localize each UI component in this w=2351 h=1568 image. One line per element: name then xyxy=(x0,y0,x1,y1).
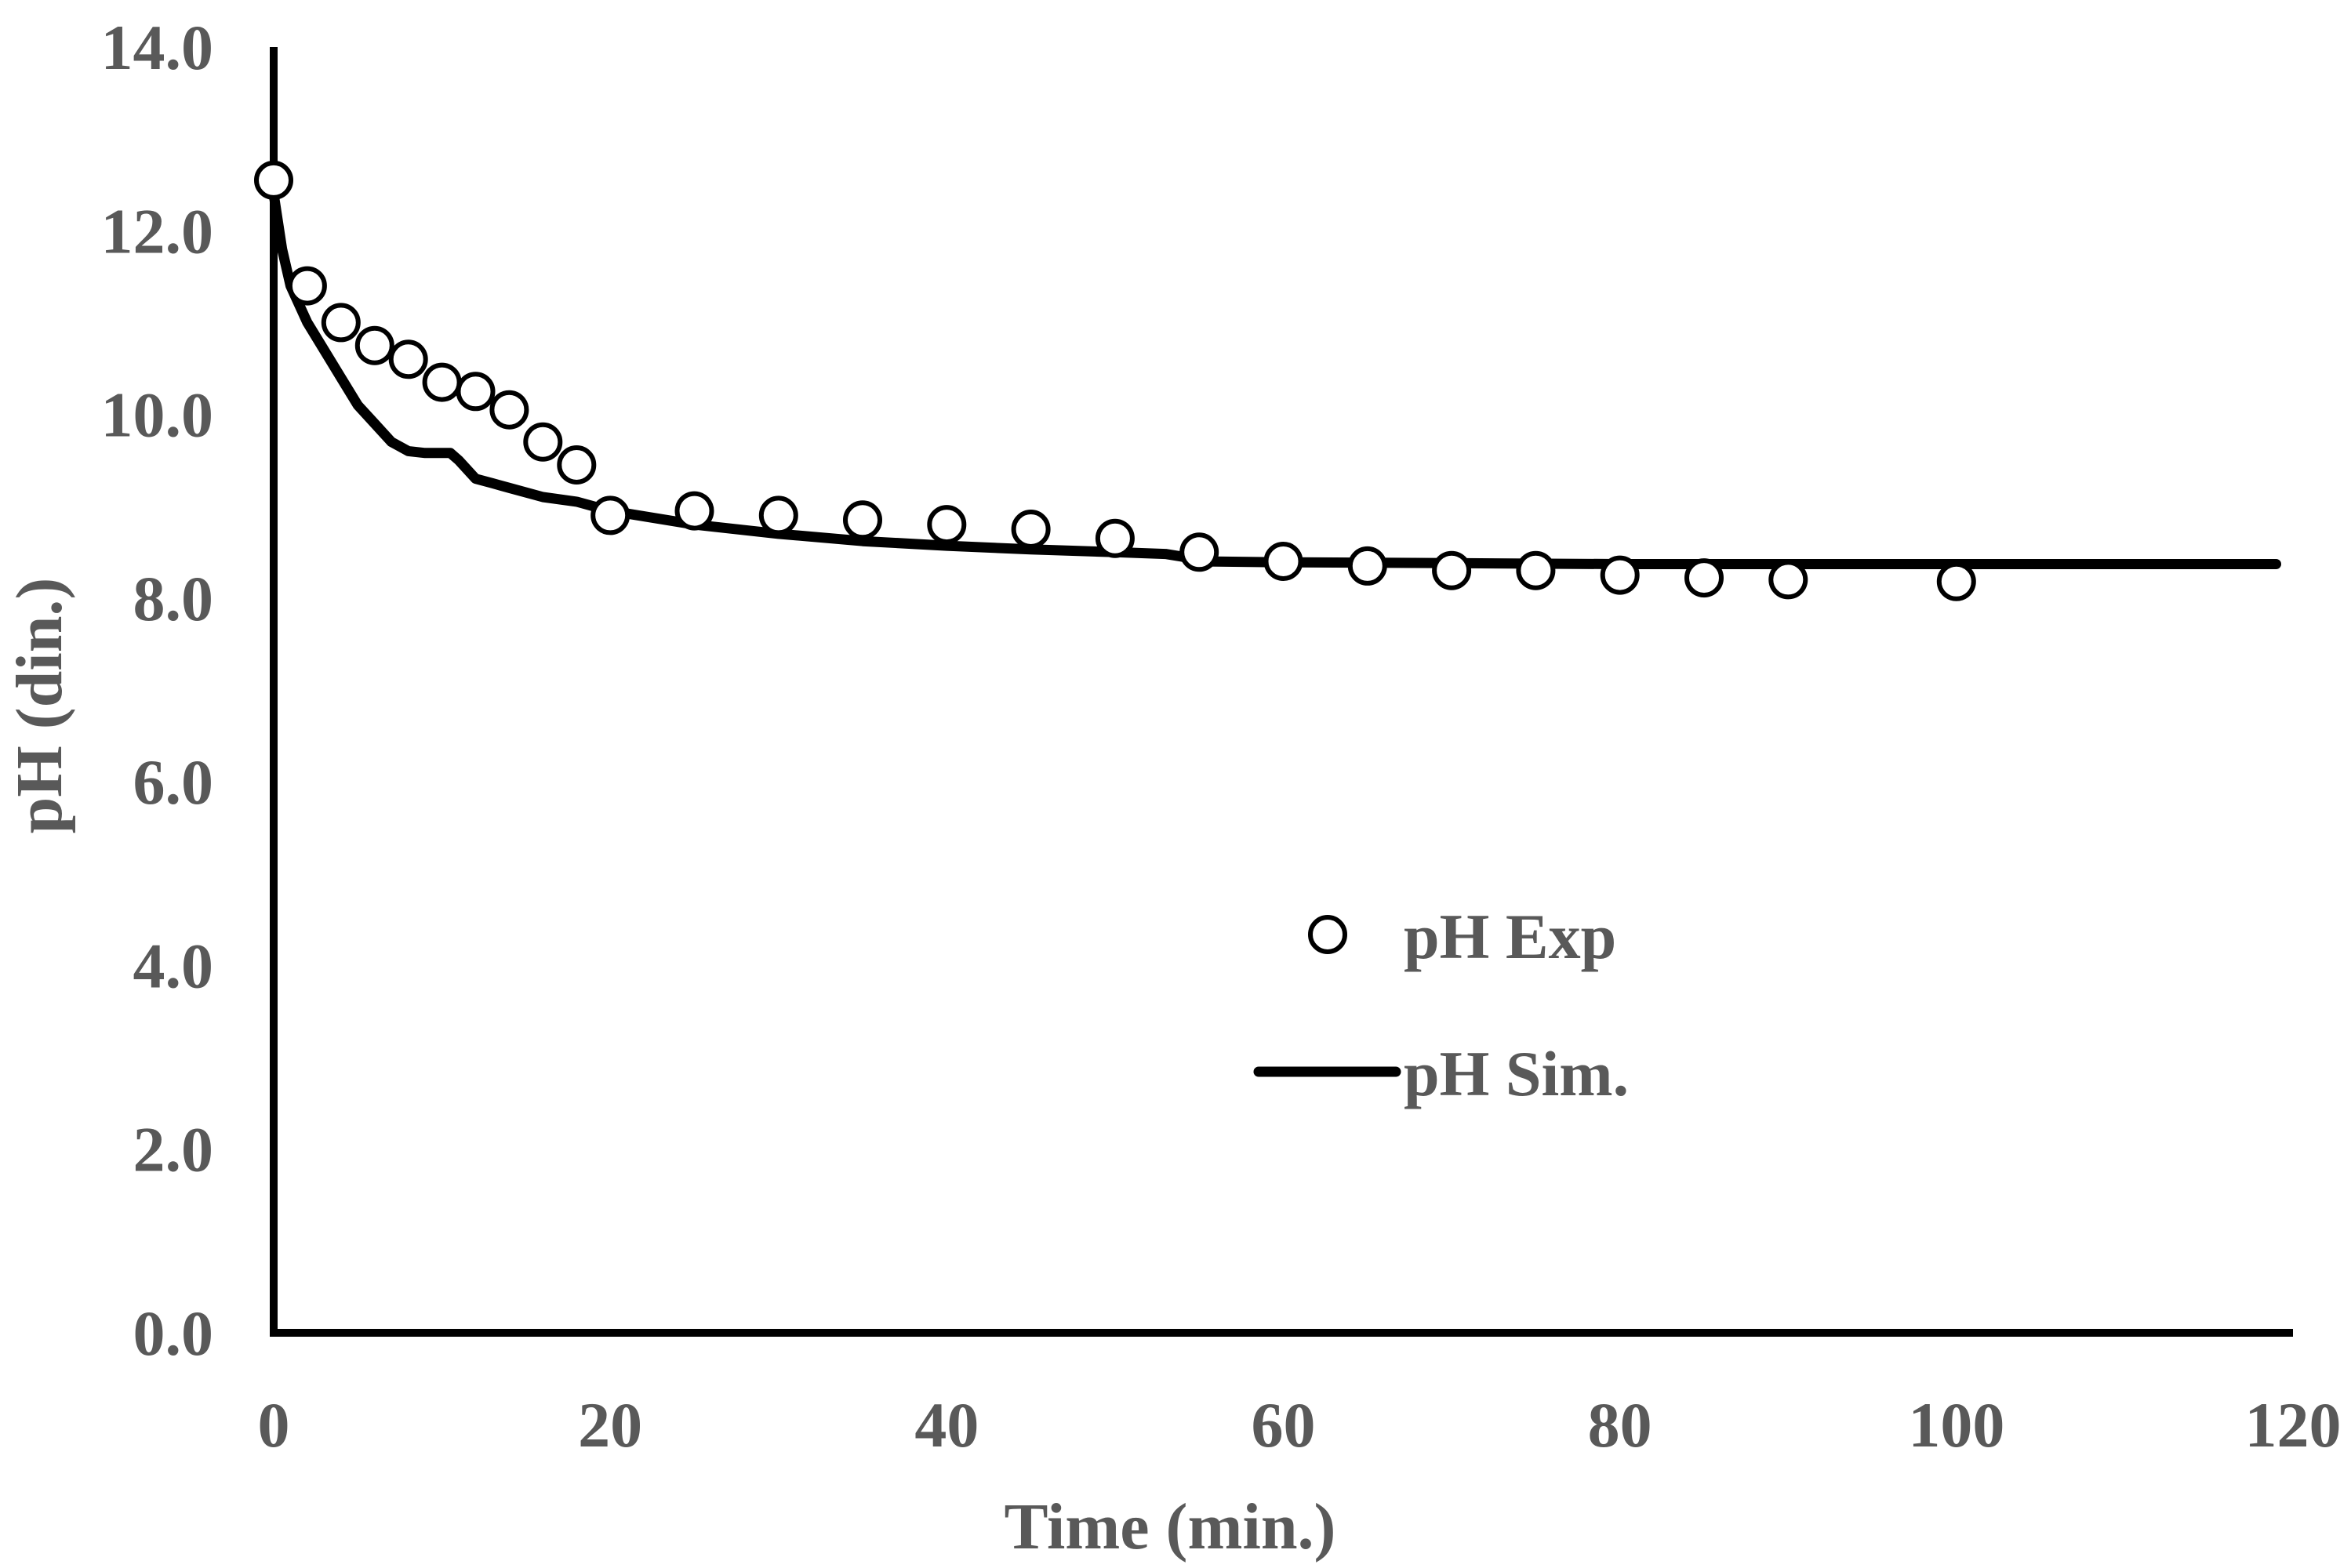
y-tick-label: 4.0 xyxy=(133,930,214,1001)
data-point-ph-exp xyxy=(1936,561,1976,601)
legend-label-ph-sim: pH Sim. xyxy=(1404,1038,1629,1109)
x-tick-labels: 0 20 40 60 80 100 120 xyxy=(258,1389,2342,1461)
series-markers-ph-exp xyxy=(254,160,1976,601)
y-tick-label: 14.0 xyxy=(101,12,214,83)
x-tick-label: 20 xyxy=(578,1389,642,1461)
x-tick-label: 80 xyxy=(1588,1389,1652,1461)
x-axis-title: Time (min.) xyxy=(1004,1490,1335,1563)
data-point-ph-exp xyxy=(287,266,327,306)
data-point-ph-exp xyxy=(758,495,798,535)
data-point-ph-exp xyxy=(674,491,714,531)
data-point-ph-exp xyxy=(388,339,428,379)
x-tick-label: 120 xyxy=(2245,1389,2342,1461)
y-tick-label: 0.0 xyxy=(133,1298,214,1369)
data-point-ph-exp xyxy=(456,372,496,412)
data-point-ph-exp xyxy=(1095,518,1135,558)
data-point-ph-exp xyxy=(557,445,597,485)
data-point-ph-exp xyxy=(1432,550,1472,590)
plot-area xyxy=(254,160,2281,601)
data-point-ph-exp xyxy=(321,303,361,343)
data-point-ph-exp xyxy=(843,500,882,540)
x-tick-label: 0 xyxy=(258,1389,290,1461)
y-tick-label: 8.0 xyxy=(133,563,214,634)
data-point-ph-exp xyxy=(1684,558,1724,598)
data-point-ph-exp xyxy=(1768,560,1808,600)
data-point-ph-exp xyxy=(1347,546,1387,586)
y-tick-labels: 0.0 2.0 4.0 6.0 8.0 10.0 12.0 14.0 xyxy=(101,12,214,1369)
data-point-ph-exp xyxy=(523,422,563,462)
data-point-ph-exp xyxy=(1516,550,1556,590)
legend: pH Exp pH Sim. xyxy=(1253,901,1629,1109)
data-point-ph-exp xyxy=(1600,555,1640,595)
y-axis-title: pH (din.) xyxy=(3,578,76,834)
x-tick-label: 100 xyxy=(1908,1389,2004,1461)
y-tick-label: 2.0 xyxy=(133,1114,214,1185)
y-tick-label: 6.0 xyxy=(133,746,214,818)
x-tick-label: 40 xyxy=(914,1389,979,1461)
data-point-ph-exp xyxy=(489,390,529,430)
data-point-ph-exp xyxy=(1263,542,1303,581)
data-point-ph-exp xyxy=(1011,510,1051,549)
series-line-ph-sim xyxy=(268,188,2281,569)
data-point-ph-exp xyxy=(354,325,394,365)
y-tick-label: 10.0 xyxy=(101,379,214,451)
legend-label-ph-exp: pH Exp xyxy=(1404,901,1616,972)
data-point-ph-exp xyxy=(1179,532,1219,572)
y-tick-label: 12.0 xyxy=(101,195,214,267)
axes xyxy=(270,47,2293,1337)
data-point-ph-exp xyxy=(254,160,293,200)
legend-marker-ph-exp xyxy=(1308,915,1347,954)
data-point-ph-exp xyxy=(590,495,630,535)
x-tick-label: 60 xyxy=(1252,1389,1316,1461)
data-point-ph-exp xyxy=(927,505,967,545)
data-point-ph-exp xyxy=(422,362,462,402)
